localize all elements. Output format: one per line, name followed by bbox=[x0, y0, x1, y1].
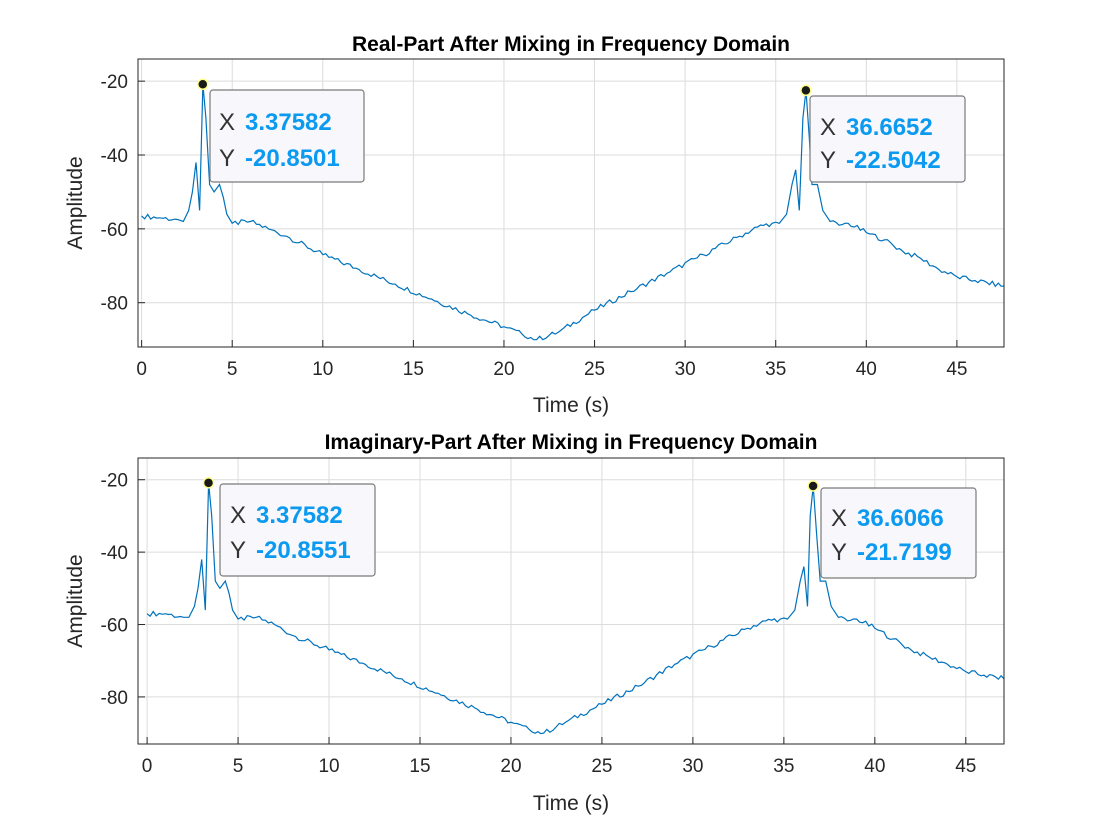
datatip-y-key: Y bbox=[831, 539, 847, 566]
datatip-x-value: 3.37582 bbox=[245, 109, 332, 136]
datatip-2[interactable]: X 36.6652 Y -22.5042 bbox=[809, 95, 966, 183]
x-tick-label: 5 bbox=[233, 756, 244, 777]
datatip-x-key: X bbox=[219, 109, 235, 136]
x-tick-label: 45 bbox=[955, 756, 976, 777]
imaginary-part-series-line bbox=[146, 482, 1005, 735]
x-tick-label: 25 bbox=[584, 359, 605, 380]
y-tick-label: -40 bbox=[101, 543, 128, 564]
datatip-marker[interactable] bbox=[800, 84, 812, 97]
tick-labels: 0 5 10 15 20 25 30 35 40 45 -80 -60 -40 -20 bbox=[101, 471, 977, 777]
y-tick-label: -60 bbox=[101, 220, 128, 241]
datatip-y-value: -20.8501 bbox=[245, 145, 340, 172]
x-tick-label: 0 bbox=[136, 359, 147, 380]
y-axis-label: Amplitude bbox=[64, 156, 87, 249]
y-tick-label: -60 bbox=[101, 616, 128, 637]
x-tick-label: 45 bbox=[946, 359, 967, 380]
datatip-y-value: -22.5042 bbox=[846, 147, 941, 174]
datatip-marker[interactable] bbox=[197, 78, 209, 91]
x-tick-label: 15 bbox=[403, 359, 424, 380]
datatip-markers bbox=[197, 78, 812, 97]
x-tick-label: 0 bbox=[142, 756, 153, 777]
datatip-y-key: Y bbox=[820, 147, 836, 174]
datatip-x-key: X bbox=[820, 114, 836, 141]
y-tick-label: -20 bbox=[101, 72, 128, 93]
tick-labels: 0 5 10 15 20 25 30 35 40 45 -80 -60 -40 -20 bbox=[101, 72, 968, 380]
real-part-axes: 0 5 10 15 20 25 30 35 40 45 -80 -60 -40 -20 Real-Part… bbox=[64, 33, 1005, 417]
datatip-x-value: 36.6652 bbox=[846, 114, 933, 141]
x-tick-label: 25 bbox=[591, 756, 612, 777]
y-tick-label: -20 bbox=[101, 471, 128, 492]
datatip-x-value: 3.37582 bbox=[256, 502, 343, 529]
datatip-marker[interactable] bbox=[202, 477, 215, 489]
x-tick-label: 30 bbox=[682, 756, 703, 777]
datatip-1[interactable]: X 3.37582 Y -20.8501 bbox=[209, 89, 365, 183]
x-axis-label: Time (s) bbox=[533, 394, 609, 417]
x-tick-label: 10 bbox=[318, 756, 339, 777]
x-tick-label: 35 bbox=[765, 359, 786, 380]
datatip-3[interactable]: X 3.37582 Y -20.8551 bbox=[219, 483, 376, 577]
datatip-4[interactable]: X 36.6066 Y -21.7199 bbox=[820, 487, 977, 579]
x-tick-label: 35 bbox=[773, 756, 794, 777]
x-tick-label: 40 bbox=[864, 756, 885, 777]
x-tick-label: 5 bbox=[227, 359, 238, 380]
datatip-markers bbox=[202, 477, 819, 492]
real-part-series-line bbox=[141, 84, 1005, 341]
datatip-y-key: Y bbox=[219, 145, 235, 172]
y-axis-label: Amplitude bbox=[64, 554, 87, 647]
axes-frame bbox=[137, 457, 1005, 745]
x-tick-label: 15 bbox=[409, 756, 430, 777]
x-tick-label: 40 bbox=[856, 359, 877, 380]
y-tick-label: -80 bbox=[101, 688, 128, 709]
datatip-y-value: -20.8551 bbox=[256, 537, 351, 564]
chart-title: Imaginary-Part After Mixing in Frequency… bbox=[325, 431, 818, 454]
y-tick-label: -80 bbox=[101, 294, 128, 315]
datatip-y-key: Y bbox=[230, 537, 246, 564]
datatip-box bbox=[809, 95, 966, 183]
imaginary-part-axes: 0 5 10 15 20 25 30 35 40 45 -80 -60 -40 -20 Imaginary… bbox=[64, 431, 1005, 815]
datatip-y-value: -21.7199 bbox=[857, 539, 952, 566]
x-tick-label: 10 bbox=[312, 359, 333, 380]
chart-title: Real-Part After Mixing in Frequency Doma… bbox=[352, 33, 790, 56]
axes-frame bbox=[137, 58, 1005, 348]
datatip-x-key: X bbox=[230, 502, 246, 529]
x-tick-label: 30 bbox=[675, 359, 696, 380]
x-tick-label: 20 bbox=[500, 756, 521, 777]
datatip-x-value: 36.6066 bbox=[857, 505, 944, 532]
datatip-marker[interactable] bbox=[807, 480, 819, 492]
y-tick-label: -40 bbox=[101, 146, 128, 167]
datatip-box bbox=[209, 89, 365, 183]
datatip-x-key: X bbox=[831, 505, 847, 532]
datatip-box bbox=[820, 487, 977, 579]
x-tick-label: 20 bbox=[493, 359, 514, 380]
datatip-box bbox=[219, 483, 376, 577]
x-axis-label: Time (s) bbox=[533, 792, 609, 815]
